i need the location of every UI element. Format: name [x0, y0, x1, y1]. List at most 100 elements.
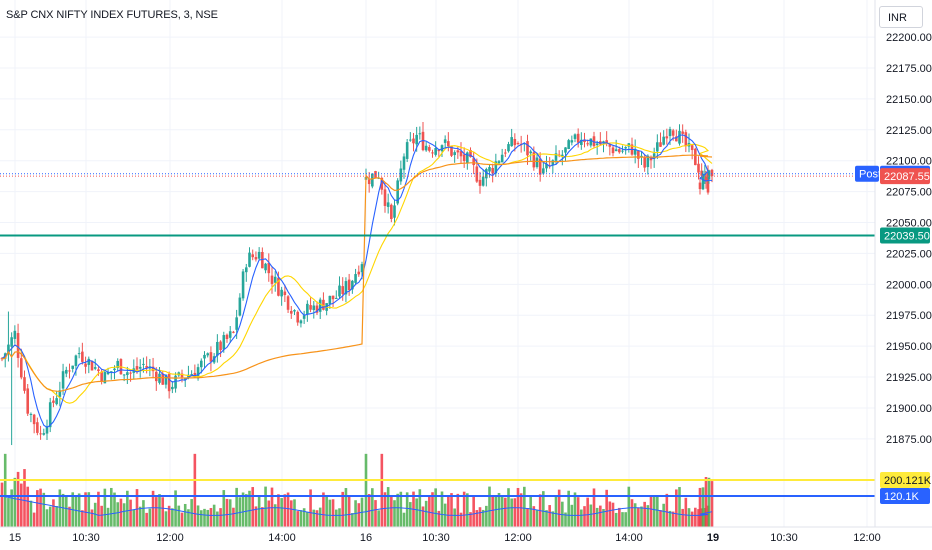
volume-bar: [586, 497, 589, 527]
candle-body: [545, 163, 548, 169]
candle-body: [576, 133, 580, 143]
volume-bar: [704, 477, 708, 527]
volume-bar: [497, 492, 501, 527]
candle-body: [570, 140, 574, 143]
volume-bar: [334, 509, 338, 527]
volume-bar: [293, 499, 296, 527]
candle-body: [694, 148, 697, 166]
candle-body: [475, 166, 479, 182]
y-tick-label: 22000.00: [886, 279, 932, 291]
candle-body: [196, 367, 200, 379]
volume-bar: [469, 512, 472, 527]
x-tick-label: 19: [707, 532, 719, 544]
candle-body: [354, 274, 357, 283]
volume-bar: [232, 507, 235, 527]
volume-bar: [580, 509, 583, 527]
candle-body: [174, 375, 177, 389]
support-level-badge-bg: [880, 227, 930, 244]
volume-bar: [548, 505, 551, 527]
candle-body: [357, 271, 361, 275]
volume-bar: [656, 495, 659, 527]
candle-body: [331, 295, 335, 300]
currency-selector[interactable]: INR: [879, 6, 923, 28]
volume-bar: [45, 509, 49, 527]
volume-bar: [396, 493, 399, 527]
candle-body: [113, 368, 116, 371]
candle-body: [371, 173, 374, 187]
volume-bar: [222, 490, 226, 527]
candle-body: [238, 297, 242, 316]
candle-body: [542, 168, 545, 174]
candle-body: [293, 310, 296, 312]
candle-body: [219, 341, 222, 351]
volume-bar: [299, 510, 303, 527]
candle-body: [338, 285, 341, 297]
volume-bar: [447, 495, 450, 527]
volume-bar: [488, 486, 491, 527]
y-tick-label: 22125.00: [886, 125, 932, 137]
candle-body: [39, 433, 42, 435]
volume-bar: [602, 509, 605, 527]
volume-bar: [371, 488, 374, 527]
volume-bar: [472, 495, 475, 527]
candle-body: [347, 279, 351, 291]
x-tick-label: 14:00: [615, 532, 643, 544]
volume-bar: [318, 507, 322, 527]
volume-bar: [341, 491, 345, 527]
volume-bar: [485, 505, 488, 527]
volume-bar: [267, 500, 271, 527]
candle-body: [704, 176, 708, 181]
x-tick-label: 12:00: [504, 532, 532, 544]
candle-body: [16, 333, 20, 358]
candle-body: [61, 371, 65, 389]
candle-body: [289, 310, 293, 314]
candle-body: [380, 177, 384, 190]
candle-body: [206, 353, 210, 356]
candle-body: [706, 172, 710, 193]
volume-bar: [283, 494, 287, 527]
candle-body: [412, 138, 415, 144]
candle-body: [450, 146, 453, 156]
candle-body: [367, 179, 371, 185]
volume-bar: [684, 497, 688, 527]
volume-bar: [614, 512, 618, 527]
x-tick-label: 14:00: [268, 532, 296, 544]
volume-bar: [129, 499, 132, 527]
volume-bar: [158, 494, 161, 527]
candle-body: [700, 170, 703, 176]
volume-bar: [270, 487, 274, 527]
candle-body: [306, 303, 309, 315]
candle-body: [491, 167, 494, 174]
candle-body: [270, 275, 274, 284]
volume-bar: [347, 495, 351, 527]
candle-body: [390, 204, 393, 219]
volume-bar: [475, 510, 479, 527]
volume-bar: [312, 509, 316, 527]
volume-bar: [351, 513, 354, 527]
volume-bar: [646, 505, 650, 527]
volume-bar: [678, 487, 681, 527]
volume-bar: [532, 506, 536, 527]
x-tick-label: 10:30: [72, 532, 100, 544]
candle-body: [646, 155, 650, 168]
candle-body: [193, 372, 197, 378]
volume-bar: [328, 499, 332, 527]
candle-body: [222, 335, 226, 350]
candle-body: [415, 134, 418, 145]
candle-body: [74, 355, 78, 366]
volume-bar: [605, 489, 608, 527]
candle-body: [497, 161, 501, 164]
candle-body: [526, 141, 529, 156]
candle-body: [32, 414, 36, 425]
volume-bar: [196, 505, 200, 527]
volume-bar: [109, 487, 113, 527]
candle-body: [199, 360, 203, 368]
candle-body: [678, 130, 681, 144]
volume-bar: [424, 500, 428, 527]
candle-body: [225, 334, 229, 339]
vwap-line: [1, 154, 713, 392]
candle-body: [428, 147, 431, 151]
y-tick-label: 22025.00: [886, 248, 932, 260]
candle-body: [344, 281, 348, 295]
